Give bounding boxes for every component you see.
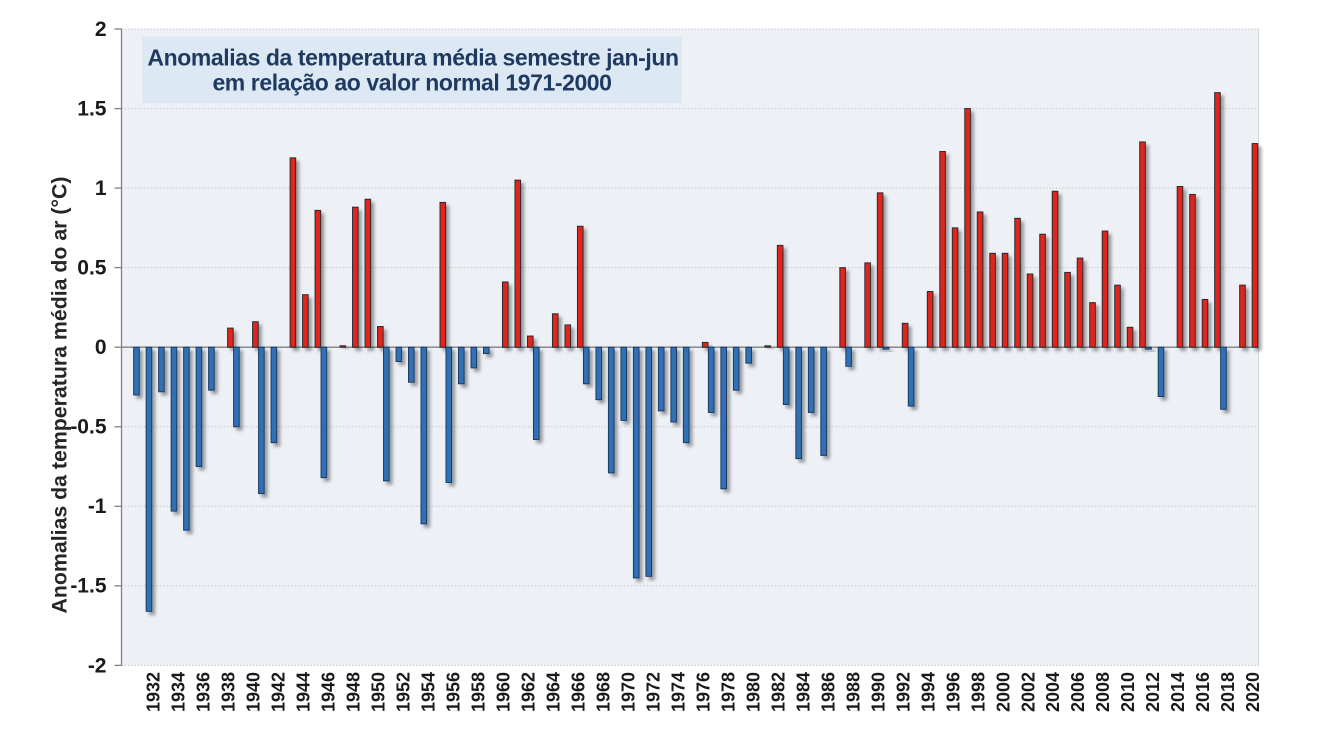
svg-text:1948: 1948 bbox=[344, 672, 364, 712]
svg-text:1996: 1996 bbox=[943, 672, 963, 712]
svg-text:-0.5: -0.5 bbox=[70, 416, 107, 439]
svg-text:1938: 1938 bbox=[219, 672, 239, 712]
svg-text:2018: 2018 bbox=[1218, 672, 1238, 712]
svg-text:Anomalias da temperatura média: Anomalias da temperatura média semestre … bbox=[147, 45, 678, 71]
svg-text:2016: 2016 bbox=[1193, 672, 1213, 712]
svg-text:1964: 1964 bbox=[544, 672, 564, 712]
svg-text:1934: 1934 bbox=[169, 672, 189, 712]
svg-text:1974: 1974 bbox=[668, 672, 688, 712]
svg-text:1978: 1978 bbox=[718, 672, 738, 712]
svg-text:1976: 1976 bbox=[693, 672, 713, 712]
svg-text:-2: -2 bbox=[88, 654, 107, 677]
svg-text:0.5: 0.5 bbox=[77, 257, 107, 280]
svg-text:1968: 1968 bbox=[593, 672, 613, 712]
svg-text:1952: 1952 bbox=[394, 672, 414, 712]
svg-text:1958: 1958 bbox=[469, 672, 489, 712]
svg-text:2012: 2012 bbox=[1143, 672, 1163, 712]
svg-text:1994: 1994 bbox=[918, 672, 938, 712]
svg-text:1966: 1966 bbox=[568, 672, 588, 712]
svg-text:Anomalias da temperatura média: Anomalias da temperatura média do ar (°C… bbox=[48, 177, 72, 614]
svg-text:-1: -1 bbox=[88, 495, 107, 518]
svg-text:2014: 2014 bbox=[1168, 672, 1188, 712]
svg-text:1984: 1984 bbox=[793, 672, 813, 712]
svg-text:2004: 2004 bbox=[1043, 672, 1063, 712]
svg-text:1960: 1960 bbox=[494, 672, 514, 712]
svg-text:2008: 2008 bbox=[1093, 672, 1113, 712]
svg-text:1962: 1962 bbox=[519, 672, 539, 712]
svg-text:1992: 1992 bbox=[893, 672, 913, 712]
svg-text:1986: 1986 bbox=[818, 672, 838, 712]
svg-text:1932: 1932 bbox=[144, 672, 164, 712]
svg-text:1988: 1988 bbox=[843, 672, 863, 712]
svg-text:2020: 2020 bbox=[1243, 672, 1263, 712]
svg-text:1: 1 bbox=[95, 177, 107, 200]
svg-text:1998: 1998 bbox=[968, 672, 988, 712]
svg-text:1980: 1980 bbox=[743, 672, 763, 712]
svg-text:1940: 1940 bbox=[244, 672, 264, 712]
svg-text:2010: 2010 bbox=[1118, 672, 1138, 712]
svg-text:1936: 1936 bbox=[194, 672, 214, 712]
svg-text:1970: 1970 bbox=[618, 672, 638, 712]
svg-text:1.5: 1.5 bbox=[77, 98, 107, 121]
svg-text:1990: 1990 bbox=[868, 672, 888, 712]
svg-text:1956: 1956 bbox=[444, 672, 464, 712]
svg-text:1954: 1954 bbox=[419, 672, 439, 712]
svg-text:2: 2 bbox=[95, 18, 107, 41]
svg-text:1946: 1946 bbox=[319, 672, 339, 712]
svg-text:1982: 1982 bbox=[768, 672, 788, 712]
svg-text:2002: 2002 bbox=[1018, 672, 1038, 712]
svg-text:0: 0 bbox=[95, 336, 107, 359]
svg-text:1942: 1942 bbox=[269, 672, 289, 712]
svg-text:2006: 2006 bbox=[1068, 672, 1088, 712]
svg-text:1972: 1972 bbox=[643, 672, 663, 712]
svg-text:em relação ao valor normal 197: em relação ao valor normal 1971-2000 bbox=[212, 70, 611, 96]
svg-text:2000: 2000 bbox=[993, 672, 1013, 712]
svg-text:1944: 1944 bbox=[294, 672, 314, 712]
svg-text:-1.5: -1.5 bbox=[70, 575, 107, 598]
svg-text:1950: 1950 bbox=[369, 672, 389, 712]
